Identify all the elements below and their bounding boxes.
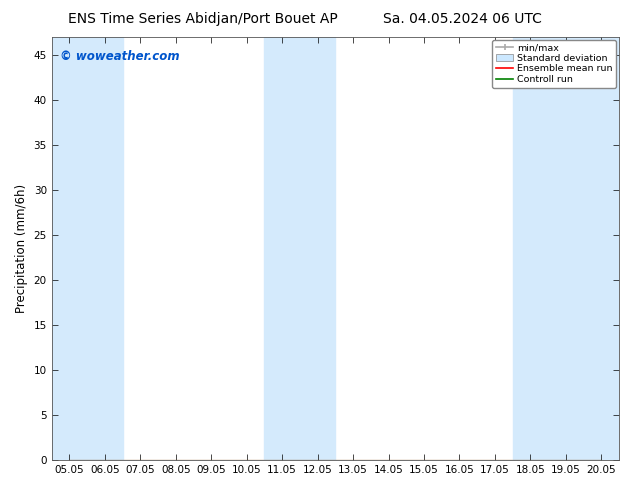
- Text: ENS Time Series Abidjan/Port Bouet AP: ENS Time Series Abidjan/Port Bouet AP: [68, 12, 338, 26]
- Bar: [513, 37, 548, 460]
- Y-axis label: Precipitation (mm/6h): Precipitation (mm/6h): [15, 184, 28, 313]
- Bar: [583, 37, 619, 460]
- Bar: [300, 37, 335, 460]
- Bar: [87, 37, 122, 460]
- Bar: [548, 37, 583, 460]
- Bar: [51, 37, 87, 460]
- Text: © woweather.com: © woweather.com: [60, 50, 180, 63]
- Text: Sa. 04.05.2024 06 UTC: Sa. 04.05.2024 06 UTC: [384, 12, 542, 26]
- Legend: min/max, Standard deviation, Ensemble mean run, Controll run: min/max, Standard deviation, Ensemble me…: [493, 40, 616, 88]
- Bar: [264, 37, 300, 460]
